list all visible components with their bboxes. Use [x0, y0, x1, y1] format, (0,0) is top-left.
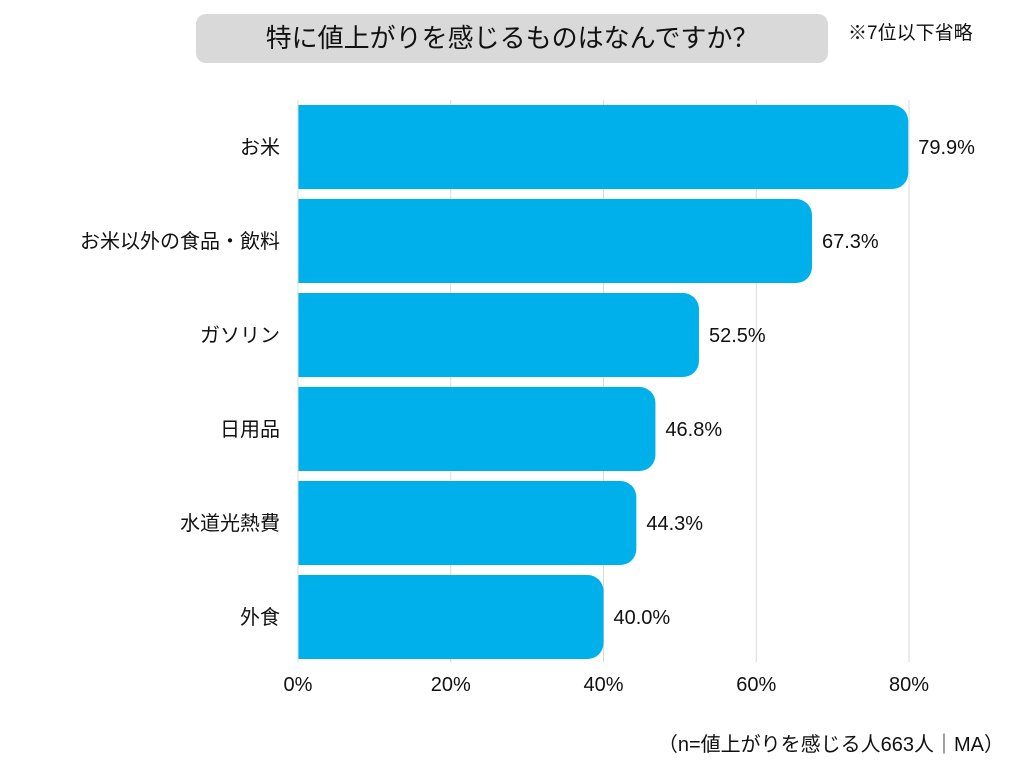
data-label: 79.9%	[918, 137, 975, 159]
category-label: お米	[240, 136, 280, 159]
chart-title: 特に値上がりを感じるものはなんですか？	[196, 14, 828, 63]
data-label: 52.5%	[709, 325, 766, 347]
data-label: 67.3%	[822, 231, 879, 253]
sample-footnote: （n=値上がりを感じる人663人｜MA）	[657, 734, 1004, 756]
bar	[298, 481, 637, 565]
category-label: ガソリン	[200, 324, 280, 347]
chart-note: ※7位以下省略	[848, 23, 973, 44]
x-tick-label: 40%	[583, 674, 623, 696]
category-label: 外食	[240, 606, 280, 629]
data-label: 44.3%	[646, 513, 703, 535]
x-tick-label: 0%	[284, 674, 313, 696]
category-label: お米以外の食品・飲料	[80, 230, 280, 253]
x-tick-label: 80%	[889, 674, 929, 696]
bar	[298, 575, 604, 659]
bar	[298, 293, 699, 377]
bar	[298, 199, 813, 283]
data-label: 46.8%	[665, 419, 722, 441]
bar	[298, 387, 656, 471]
category-label: 水道光熱費	[180, 512, 280, 535]
category-label: 日用品	[220, 419, 280, 441]
data-label: 40.0%	[614, 607, 671, 629]
bar	[298, 105, 909, 189]
x-tick-label: 60%	[736, 674, 776, 696]
x-tick-label: 20%	[431, 674, 471, 696]
